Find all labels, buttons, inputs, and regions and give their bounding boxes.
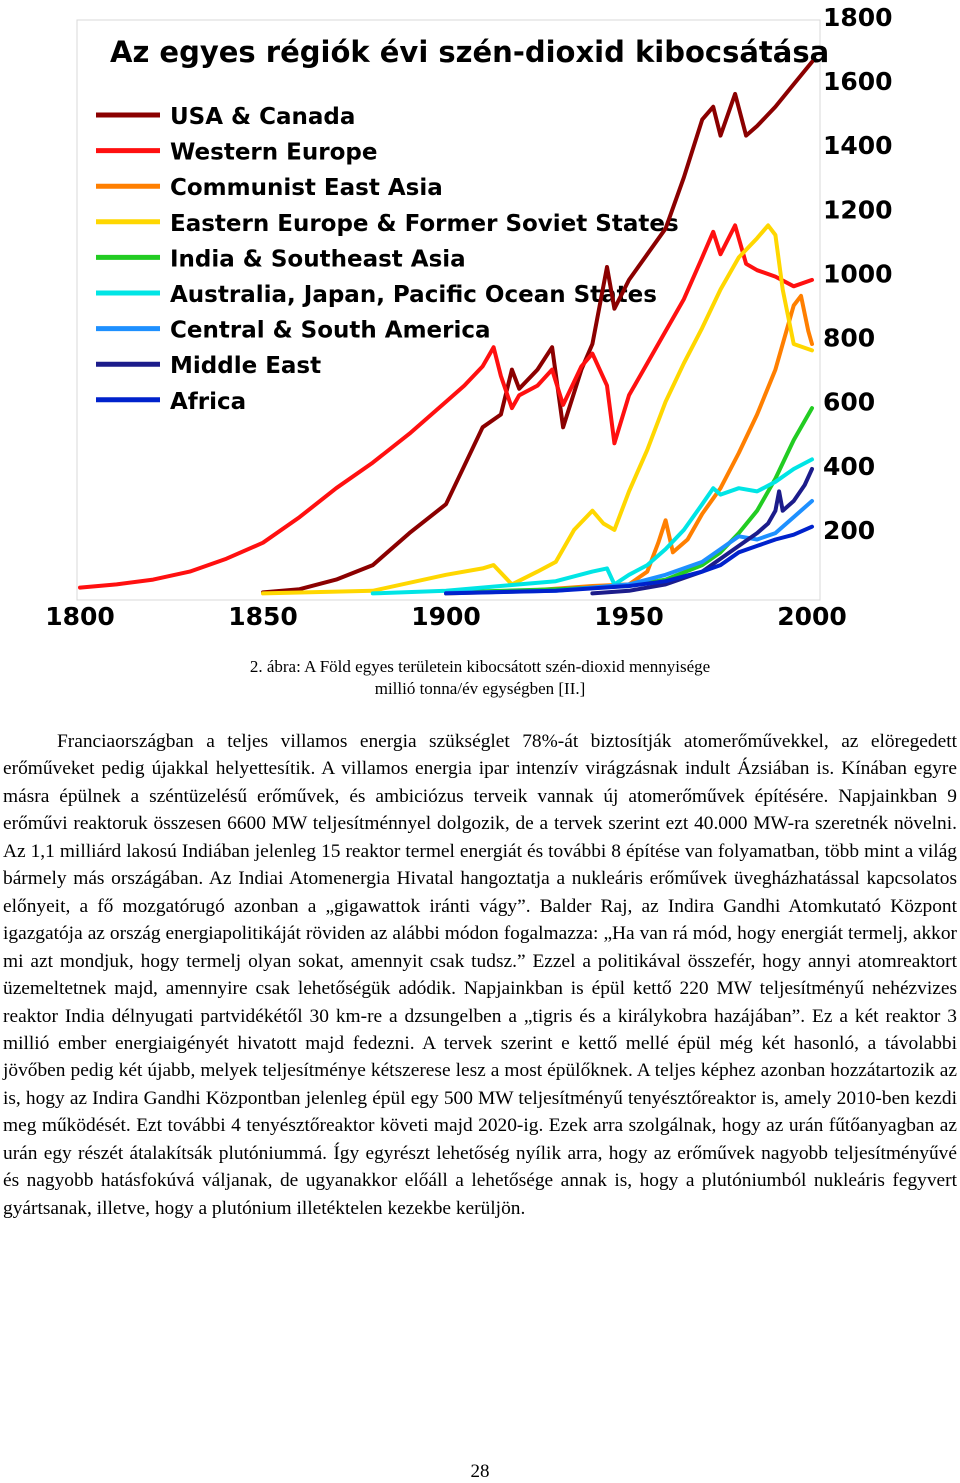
legend-label-5: Australia, Japan, Pacific Ocean States bbox=[170, 282, 657, 308]
chart-legend: USA & Canada Western Europe Communist East… bbox=[96, 104, 679, 415]
legend-label-7: Middle East bbox=[170, 353, 321, 379]
caption-line-2: millió tonna/év egységben [II.] bbox=[374, 679, 586, 698]
series-line-7 bbox=[590, 467, 814, 596]
y-tick-label-1: 400 bbox=[823, 452, 875, 481]
x-axis-ticks: 1800 1850 1900 1950 2000 bbox=[45, 602, 847, 631]
body-text: Franciaországban a teljes villamos energ… bbox=[3, 728, 957, 1222]
series-line-3 bbox=[261, 223, 814, 596]
legend-label-8: Africa bbox=[170, 389, 246, 415]
series-line-0 bbox=[261, 59, 814, 595]
body-paragraph: Franciaországban a teljes villamos energ… bbox=[3, 731, 957, 1219]
series-line-8 bbox=[444, 524, 814, 596]
y-tick-label-0: 200 bbox=[823, 516, 875, 545]
series-line-1 bbox=[78, 223, 814, 590]
figure-caption: 2. ábra: A Föld egyes területein kibocsá… bbox=[0, 656, 960, 700]
chart-title: Az egyes régiók évi szén-dioxid kibocsát… bbox=[110, 35, 829, 69]
legend-label-3: Eastern Europe & Former Soviet States bbox=[170, 211, 679, 237]
y-tick-label-3: 800 bbox=[823, 324, 875, 353]
page-number: 28 bbox=[470, 1461, 490, 1482]
legend-label-2: Communist East Asia bbox=[170, 175, 443, 201]
y-tick-label-4: 1000 bbox=[823, 259, 893, 288]
co2-emissions-chart: Az egyes régiók évi szén-dioxid kibocsát… bbox=[0, 0, 960, 640]
x-tick-label-2: 1900 bbox=[411, 602, 481, 631]
x-tick-label-1: 1850 bbox=[228, 602, 298, 631]
series-layer bbox=[78, 59, 814, 596]
legend-label-1: Western Europe bbox=[170, 140, 377, 166]
y-tick-label-7: 1600 bbox=[823, 67, 893, 96]
y-axis-ticks: 200 400 600 800 1000 1200 1400 1600 1800 bbox=[823, 3, 893, 545]
chart-svg: Az egyes régiók évi szén-dioxid kibocsát… bbox=[45, 3, 893, 631]
y-tick-label-5: 1200 bbox=[823, 195, 893, 224]
series-line-5 bbox=[370, 457, 814, 596]
legend-label-6: Central & South America bbox=[170, 318, 491, 344]
y-tick-label-2: 600 bbox=[823, 388, 875, 417]
legend-label-4: India & Southeast Asia bbox=[170, 246, 466, 272]
x-tick-label-0: 1800 bbox=[45, 602, 115, 631]
y-tick-label-8: 1800 bbox=[823, 3, 893, 32]
legend-label-0: USA & Canada bbox=[170, 104, 355, 130]
x-tick-label-3: 1950 bbox=[594, 602, 664, 631]
caption-line-1: 2. ábra: A Föld egyes területein kibocsá… bbox=[249, 657, 711, 676]
y-tick-label-6: 1400 bbox=[823, 131, 893, 160]
x-tick-label-4: 2000 bbox=[777, 602, 847, 631]
